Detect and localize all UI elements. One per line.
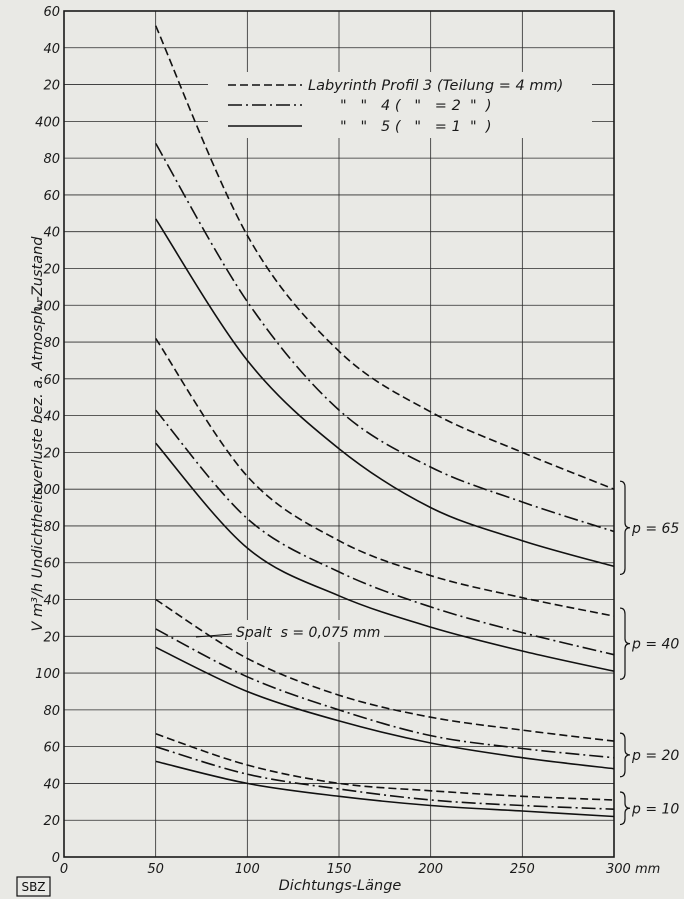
x-tick-label: 50	[147, 862, 164, 877]
y-tick-label: 20	[43, 262, 60, 277]
corner-label: SBZ	[21, 880, 45, 894]
y-tick-label: 0	[52, 851, 60, 866]
spalt-leader-line	[195, 633, 233, 638]
y-tick-label: 80	[43, 520, 60, 535]
y-tick-label: 80	[43, 704, 60, 719]
y-tick-label: 200	[35, 483, 60, 498]
curve-profil4-p40	[155, 409, 615, 656]
y-tick-label: 40	[43, 777, 60, 792]
plot-frame	[63, 10, 615, 858]
curve-profil4-p20	[155, 628, 615, 759]
x-tick-label: 0	[60, 862, 68, 877]
y-tick-label: 20	[43, 79, 60, 94]
x-tick-label: 200	[418, 862, 443, 877]
curve-profil5-p40	[155, 442, 615, 672]
y-tick-label: 40	[43, 410, 60, 425]
pressure-label: p = 40	[631, 637, 679, 653]
y-tick-label: 40	[43, 42, 60, 57]
curves	[154, 25, 615, 818]
brace-p20	[619, 732, 631, 778]
spalt-annotation-background	[232, 620, 384, 642]
brace-p65	[619, 480, 631, 576]
brace-p10	[619, 791, 631, 826]
legend-text-profil5: " " 5 ( " = 1 " )	[340, 119, 492, 135]
y-tick-label: 40	[43, 594, 60, 609]
x-tick-labels: 0 50 100 150 200 250 300 mm	[60, 862, 660, 877]
y-tick-label: 20	[43, 814, 60, 829]
pressure-braces: p = 65 p = 40 p = 20 p = 10	[619, 480, 679, 826]
curve-profil4-p10	[155, 745, 615, 810]
legend-text-profil4: " " 4 ( " = 2 " )	[340, 98, 492, 114]
y-tick-label: 60	[43, 557, 60, 572]
y-tick-label: 60	[43, 189, 60, 204]
curve-profil3-p10	[155, 733, 615, 801]
y-tick-label: 60	[43, 5, 60, 20]
curve-profil5-p65	[155, 218, 615, 568]
x-axis-title: Dichtungs-Länge	[279, 878, 402, 894]
pressure-label: p = 65	[631, 521, 679, 537]
x-tick-label: 150	[327, 862, 352, 877]
curve-profil3-p20	[155, 598, 615, 742]
y-tick-label: 60	[43, 741, 60, 756]
pressure-label: p = 10	[631, 801, 679, 817]
y-tick-label: 20	[43, 446, 60, 461]
y-tick-label: 80	[43, 152, 60, 167]
y-tick-labels: 0 20 40 60 80 100 20 40 60 80 200 20 40 60 80 300 20 40 60…	[35, 5, 60, 866]
x-tick-label: 250	[510, 862, 535, 877]
curve-profil4-p65	[155, 143, 615, 533]
y-tick-label: 300	[35, 299, 60, 314]
y-tick-label: 20	[43, 630, 60, 645]
legend: Labyrinth Profil 3 (Teilung = 4 mm) " " …	[208, 72, 592, 138]
curve-profil5-p10	[155, 760, 615, 818]
curve-profil5-p20	[155, 646, 615, 770]
pressure-label: p = 20	[631, 748, 679, 764]
corner-label-box	[16, 876, 51, 897]
y-tick-label: 40	[43, 226, 60, 241]
x-tick-label: 300 mm	[606, 862, 660, 877]
y-tick-label: 400	[35, 115, 60, 130]
y-tick-label: 60	[43, 373, 60, 388]
brace-p40	[619, 607, 631, 680]
legend-text-profil3: Labyrinth Profil 3 (Teilung = 4 mm)	[308, 78, 563, 94]
curve-profil3-p40	[155, 337, 615, 617]
y-tick-label: 80	[43, 336, 60, 351]
y-axis-title: V m³/h Undichtheitsverluste bez. a. Atmo…	[30, 236, 46, 632]
y-tick-label: 100	[35, 667, 60, 682]
spalt-annotation: Spalt s = 0,075 mm	[236, 625, 380, 641]
x-tick-label: 100	[235, 862, 260, 877]
